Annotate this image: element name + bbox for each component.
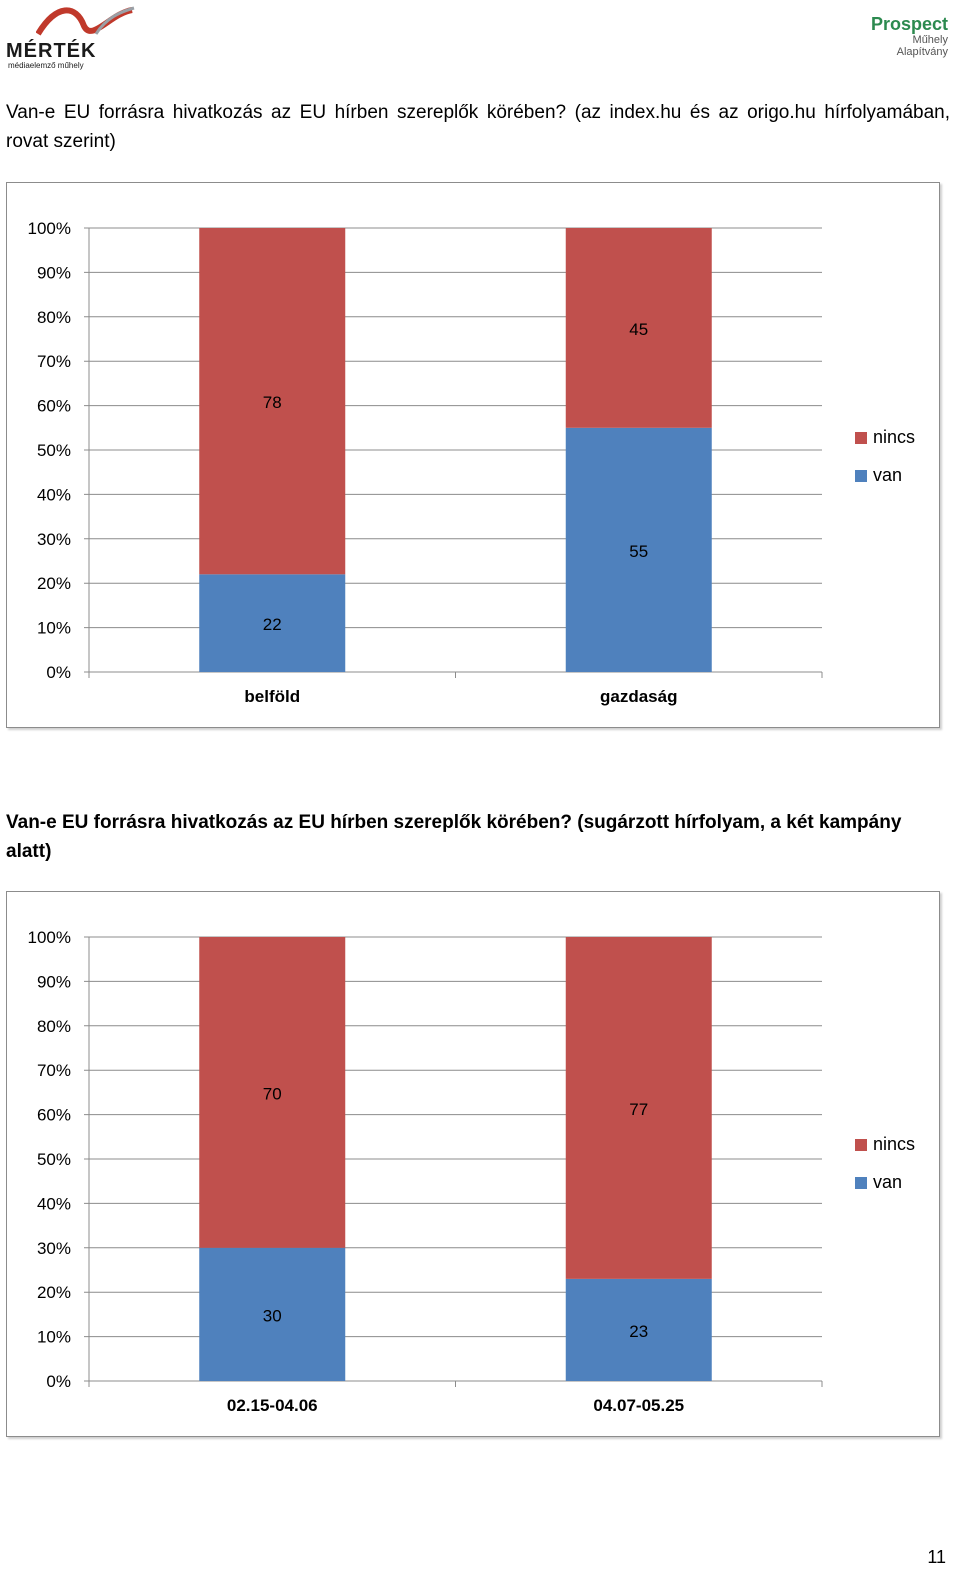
chart2-svg: 0% 10% 20% 30% 40% 50% 60% 70% 80% 90% 100% 30 70 02.… bbox=[28, 928, 823, 1415]
y-tick-label: 20% bbox=[37, 1283, 71, 1302]
y-tick-label: 50% bbox=[37, 1150, 71, 1169]
y-tick-label: 40% bbox=[37, 485, 71, 504]
y-tick-label: 70% bbox=[37, 1061, 71, 1080]
legend-swatch-nincs bbox=[855, 431, 867, 444]
x-category-label: gazdaság bbox=[600, 687, 677, 706]
legend-swatch-nincs bbox=[855, 1138, 867, 1151]
y-tick-label: 50% bbox=[37, 441, 71, 460]
x-category-label: 02.15-04.06 bbox=[227, 1396, 318, 1415]
bar-van bbox=[565, 1278, 712, 1381]
legend-label-nincs: nincs bbox=[873, 427, 916, 447]
bar-van bbox=[199, 1247, 346, 1381]
legend-swatch-van bbox=[855, 469, 867, 482]
legend-item-van: van bbox=[855, 462, 915, 489]
right-logo-line2: Műhely bbox=[912, 34, 948, 46]
left-logo-brand: MÉRTÉK bbox=[6, 40, 97, 62]
merték-logo: MÉRTÉK médiaelemző műhely bbox=[6, 4, 136, 70]
y-tick-label: 60% bbox=[37, 397, 71, 416]
y-tick-label: 40% bbox=[37, 1194, 71, 1213]
data-label-van: 22 bbox=[263, 615, 282, 634]
y-tick-label: 20% bbox=[37, 574, 71, 593]
chart2-legend: nincs van bbox=[855, 1131, 915, 1207]
page-number: 11 bbox=[927, 1547, 946, 1567]
chart1-svg: 0% 10% 20% 30% 40% 50% 60% 70% 80% 90% 100% 22 78 bel… bbox=[28, 219, 823, 706]
bar-nincs bbox=[199, 228, 346, 575]
y-tick-label: 30% bbox=[37, 1239, 71, 1258]
y-tick-label: 0% bbox=[46, 663, 71, 682]
y-tick-label: 80% bbox=[37, 308, 71, 327]
y-tick-label: 60% bbox=[37, 1106, 71, 1125]
y-tick-label: 90% bbox=[37, 972, 71, 991]
ribbon-logo-icon bbox=[36, 6, 135, 36]
y-tick-label: 100% bbox=[28, 928, 71, 947]
chart1-heading: Van-e EU forrásra hivatkozás az EU hírbe… bbox=[6, 102, 950, 152]
bar-van bbox=[565, 427, 712, 672]
chart1: 0% 10% 20% 30% 40% 50% 60% 70% 80% 90% 100% 22 78 bel… bbox=[6, 182, 940, 728]
y-tick-label: 10% bbox=[37, 1328, 71, 1347]
y-tick-label: 70% bbox=[37, 352, 71, 371]
y-tick-label: 10% bbox=[37, 619, 71, 638]
data-label-nincs: 70 bbox=[263, 1084, 282, 1103]
y-tick-label: 100% bbox=[28, 219, 71, 238]
legend-item-van: van bbox=[855, 1169, 915, 1196]
bar-van bbox=[199, 574, 346, 672]
data-label-nincs: 77 bbox=[629, 1100, 648, 1119]
legend-item-nincs: nincs bbox=[855, 424, 915, 451]
bar-nincs bbox=[565, 228, 712, 428]
data-label-van: 23 bbox=[629, 1322, 648, 1341]
y-tick-label: 0% bbox=[46, 1372, 71, 1391]
prospect-logo: Prospect Műhely Alapítvány bbox=[848, 8, 948, 68]
y-tick-label: 30% bbox=[37, 530, 71, 549]
bar-nincs bbox=[199, 937, 346, 1248]
chart1-legend: nincs van bbox=[855, 424, 915, 500]
legend-label-nincs: nincs bbox=[873, 1134, 916, 1154]
right-logo-line1: Prospect bbox=[870, 14, 948, 34]
legend-label-van: van bbox=[873, 1172, 903, 1192]
data-label-van: 55 bbox=[629, 542, 648, 561]
data-label-nincs: 78 bbox=[263, 393, 282, 412]
chart2: 0% 10% 20% 30% 40% 50% 60% 70% 80% 90% 100% 30 70 02.… bbox=[6, 891, 940, 1437]
data-label-nincs: 45 bbox=[629, 320, 648, 339]
y-tick-label: 80% bbox=[37, 1017, 71, 1036]
legend-item-nincs: nincs bbox=[855, 1131, 915, 1158]
data-label-van: 30 bbox=[263, 1306, 282, 1325]
chart2-heading: Van-e EU forrásra hivatkozás az EU hírbe… bbox=[6, 812, 902, 862]
right-logo-line3: Alapítvány bbox=[896, 46, 948, 58]
x-category-label: 04.07-05.25 bbox=[593, 1396, 684, 1415]
x-category-label: belföld bbox=[244, 687, 300, 706]
left-logo-subtitle: médiaelemző műhely bbox=[8, 61, 84, 70]
legend-label-van: van bbox=[873, 465, 903, 485]
bar-nincs bbox=[565, 937, 712, 1279]
y-tick-label: 90% bbox=[37, 263, 71, 282]
legend-swatch-van bbox=[855, 1176, 867, 1189]
